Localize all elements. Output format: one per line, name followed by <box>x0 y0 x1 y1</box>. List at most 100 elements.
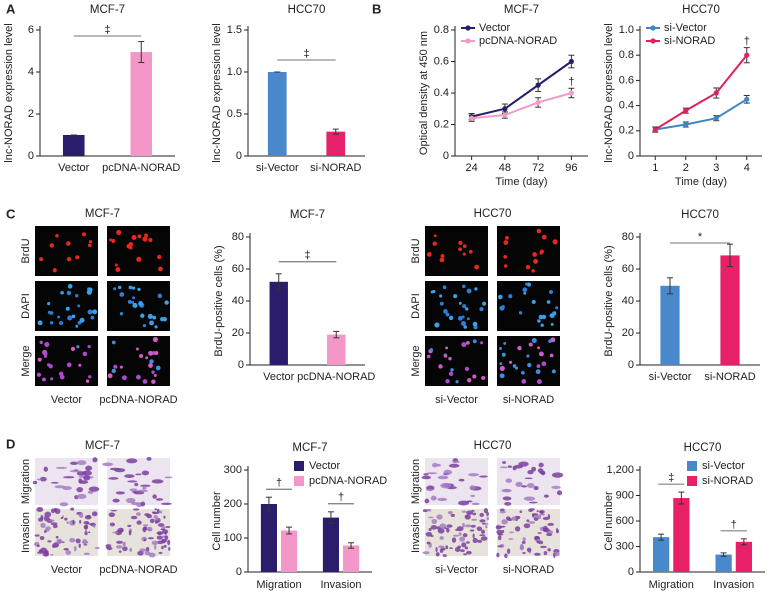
row-label: Merge <box>20 345 32 376</box>
cell <box>142 379 148 384</box>
cell <box>461 315 465 319</box>
cell <box>497 535 502 541</box>
cell <box>143 538 146 542</box>
x-tick-label: 2 <box>683 162 689 174</box>
chart-title: HCC70 <box>682 4 720 16</box>
y-tick-label: 600 <box>616 515 634 527</box>
y-axis-label: Optical density at 450 nm <box>418 31 430 155</box>
row-label: BrdU <box>410 238 422 263</box>
y-tick-label: 0.6 <box>619 74 634 86</box>
cell <box>499 365 505 371</box>
bar <box>326 131 346 156</box>
cell <box>129 488 138 492</box>
cell <box>507 465 512 468</box>
y-tick-label: 200 <box>224 498 242 510</box>
cell <box>87 490 94 494</box>
cell <box>66 521 69 525</box>
cell <box>552 311 557 316</box>
cell <box>66 256 72 262</box>
cell <box>165 525 171 528</box>
cell <box>514 464 523 469</box>
y-tick-label: 80 <box>622 231 634 243</box>
cell <box>70 346 76 351</box>
cell <box>480 341 484 345</box>
cell <box>538 540 544 545</box>
cell <box>523 496 536 501</box>
legend-swatch <box>687 476 697 486</box>
y-tick-label: 0.8 <box>434 24 449 36</box>
cell <box>464 524 472 528</box>
error-bar <box>740 538 747 546</box>
cell <box>450 513 456 517</box>
cell <box>426 541 431 545</box>
cell <box>525 264 531 270</box>
bar <box>260 504 277 572</box>
cell <box>514 526 521 532</box>
x-tick-label: si-NORAD <box>310 162 361 174</box>
cell <box>138 301 143 306</box>
cell <box>443 309 448 314</box>
y-tick-label: 1.0 <box>227 66 242 78</box>
cell <box>131 300 135 304</box>
cell <box>482 301 487 306</box>
cell <box>462 522 465 528</box>
cell <box>36 506 44 512</box>
cell <box>551 485 561 490</box>
bar <box>715 554 732 572</box>
cell <box>528 501 538 504</box>
cell <box>458 500 470 506</box>
bar <box>660 285 680 365</box>
cell <box>537 532 542 534</box>
cell <box>163 515 166 519</box>
cell <box>160 317 165 322</box>
cell <box>486 522 489 525</box>
panel-letter: A <box>6 1 16 16</box>
y-axis-label: lnc-NORAD expression level <box>3 23 15 162</box>
cell <box>83 543 88 546</box>
x-tick-label: 3 <box>713 162 719 174</box>
cell <box>49 311 54 315</box>
column-label: Vector <box>51 394 83 406</box>
y-axis-label: lnc-NORAD expression level <box>603 23 615 162</box>
cell <box>61 541 65 544</box>
error-bar <box>678 491 685 505</box>
cell <box>47 302 51 306</box>
cell <box>155 365 161 371</box>
cell <box>526 482 535 489</box>
cell <box>126 243 132 249</box>
cell <box>85 379 90 383</box>
cell <box>511 516 517 521</box>
y-tick-label: 0 <box>238 359 244 371</box>
y-tick-label: 0 <box>628 150 634 162</box>
legend-label: Vector <box>479 22 511 34</box>
bar <box>62 135 85 156</box>
cell <box>547 514 551 520</box>
row-label: DAPI <box>20 293 32 319</box>
point <box>683 108 689 114</box>
cell <box>424 498 430 504</box>
y-tick-label: 0 <box>28 150 34 162</box>
cell <box>106 546 113 551</box>
legend-swatch <box>294 461 304 471</box>
cell <box>536 364 541 368</box>
cell <box>153 374 157 377</box>
cell <box>75 538 81 544</box>
x-tick-label: 1 <box>652 162 658 174</box>
cell <box>69 537 76 543</box>
cell <box>466 317 470 321</box>
line <box>471 92 572 120</box>
cell <box>553 553 556 559</box>
cell <box>550 322 554 326</box>
cell <box>526 354 530 358</box>
error-bar <box>727 243 733 268</box>
cell <box>479 512 485 518</box>
cell <box>63 476 75 479</box>
cell <box>41 377 46 382</box>
cell <box>36 478 42 481</box>
cell <box>49 321 54 325</box>
cell <box>151 370 155 374</box>
cell <box>134 482 139 487</box>
cell <box>144 550 151 556</box>
cell <box>528 508 534 512</box>
cell <box>504 501 512 506</box>
